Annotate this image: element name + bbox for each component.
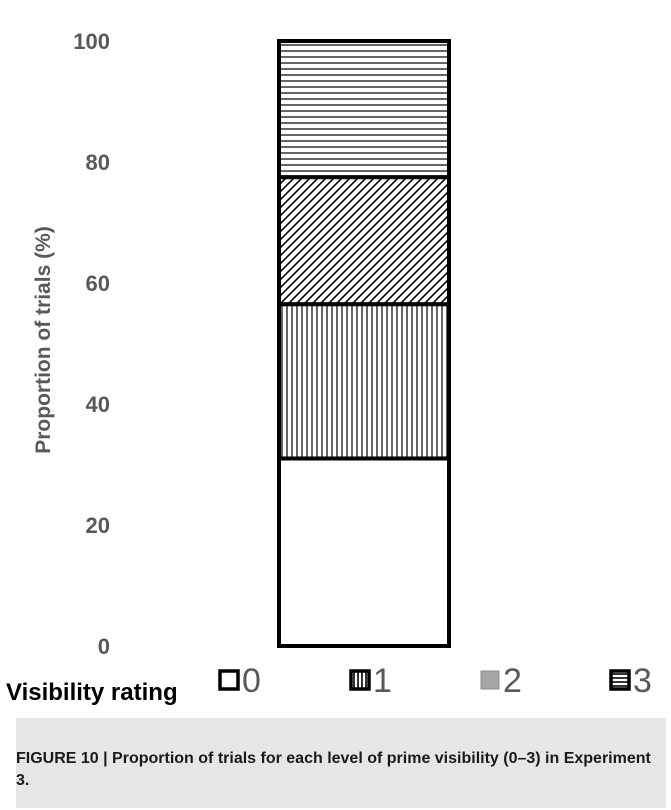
y-tick-label: 60 [86,271,110,296]
bar-segment-1 [277,302,451,461]
stacked-bar [277,39,451,649]
legend-label-1: 1 [373,662,392,700]
y-tick-label: 100 [73,29,110,54]
bar-segment-3 [277,39,451,180]
legend-title: Visibility rating [6,679,178,706]
legend-swatch-0 [218,669,240,691]
legend: Visibility rating 0 1 2 3 [6,662,652,706]
y-tick-label: 80 [86,150,110,175]
bar-segment-0 [277,456,451,649]
legend-label-0: 0 [242,662,261,700]
figure-caption: FIGURE 10 | Proportion of trials for eac… [16,750,651,789]
legend-label-3: 3 [633,662,652,700]
y-tick-label: 0 [98,634,110,659]
y-axis-ticks: 0 20 40 60 80 100 [73,29,110,659]
legend-swatch-1 [349,669,371,691]
legend-swatch-2 [480,670,500,690]
y-tick-label: 40 [86,392,110,417]
caption-background [16,718,666,808]
legend-swatch-3 [609,669,631,691]
y-tick-label: 20 [86,513,110,538]
y-axis-title: Proportion of trials (%) [32,226,55,454]
legend-label-2: 2 [503,662,522,700]
bar-segment-2 [277,175,451,307]
